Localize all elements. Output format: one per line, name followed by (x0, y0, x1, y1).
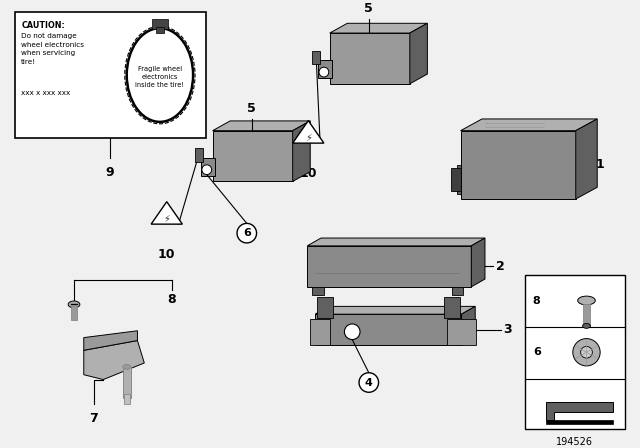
Text: xxx x xxx xxx: xxx x xxx xxx (21, 90, 70, 96)
Bar (582, 305, 590, 326)
Polygon shape (84, 340, 144, 379)
Polygon shape (447, 319, 476, 345)
FancyBboxPatch shape (15, 12, 206, 138)
Bar (195, 148, 203, 162)
Bar (318, 60, 332, 78)
Polygon shape (461, 306, 476, 345)
Bar (124, 394, 130, 404)
Bar (451, 168, 461, 191)
Text: CAUTION:: CAUTION: (21, 22, 65, 30)
Text: 194526: 194526 (556, 437, 593, 447)
Ellipse shape (123, 365, 131, 369)
Text: ⚡: ⚡ (163, 214, 170, 224)
Text: 4: 4 (365, 378, 372, 388)
Text: 5: 5 (247, 102, 256, 115)
Circle shape (580, 346, 593, 358)
Bar (71, 306, 77, 320)
Text: 6: 6 (533, 347, 541, 357)
Polygon shape (576, 119, 597, 199)
Bar (547, 420, 613, 425)
FancyBboxPatch shape (525, 275, 625, 429)
Text: 1: 1 (595, 158, 604, 171)
Circle shape (202, 165, 212, 175)
Bar (201, 158, 214, 176)
Circle shape (319, 67, 329, 77)
Ellipse shape (68, 301, 80, 308)
Ellipse shape (578, 296, 595, 305)
Text: Do not damage
wheel electronics
when servicing
tire!: Do not damage wheel electronics when ser… (21, 33, 84, 65)
Text: 8: 8 (167, 293, 176, 306)
Polygon shape (292, 121, 324, 143)
Polygon shape (212, 131, 292, 181)
Text: 2: 2 (496, 260, 504, 273)
Polygon shape (212, 121, 310, 131)
Text: 9: 9 (106, 166, 115, 179)
Polygon shape (471, 238, 485, 287)
Text: 3: 3 (504, 323, 512, 336)
Text: 6: 6 (243, 228, 251, 238)
Polygon shape (151, 202, 182, 224)
Text: 10: 10 (158, 248, 175, 261)
Circle shape (359, 373, 379, 392)
Circle shape (344, 324, 360, 340)
Polygon shape (461, 131, 576, 199)
Ellipse shape (127, 28, 193, 122)
Bar (444, 297, 460, 318)
Text: 7: 7 (89, 412, 98, 425)
Bar (123, 367, 131, 398)
Text: 8: 8 (533, 296, 541, 306)
Polygon shape (310, 319, 330, 345)
Polygon shape (84, 331, 138, 350)
Polygon shape (461, 119, 597, 131)
Bar (452, 287, 463, 295)
Polygon shape (315, 314, 461, 345)
Polygon shape (410, 23, 428, 84)
Text: ⚡: ⚡ (305, 133, 312, 142)
Polygon shape (330, 33, 410, 84)
Bar (156, 27, 164, 33)
Text: Fragile wheel
electronics
inside the tire!: Fragile wheel electronics inside the tir… (136, 66, 184, 88)
Bar (317, 297, 333, 318)
Polygon shape (330, 23, 428, 33)
Bar (312, 287, 324, 295)
Bar (457, 165, 461, 194)
Polygon shape (307, 246, 471, 287)
Circle shape (573, 339, 600, 366)
Text: 10: 10 (300, 167, 317, 180)
Circle shape (237, 224, 257, 243)
Text: 5: 5 (364, 3, 373, 16)
Polygon shape (547, 402, 613, 420)
Bar (152, 19, 168, 29)
Polygon shape (315, 306, 476, 314)
Polygon shape (292, 121, 310, 181)
Polygon shape (307, 238, 485, 246)
Ellipse shape (582, 323, 590, 328)
Bar (312, 51, 320, 64)
